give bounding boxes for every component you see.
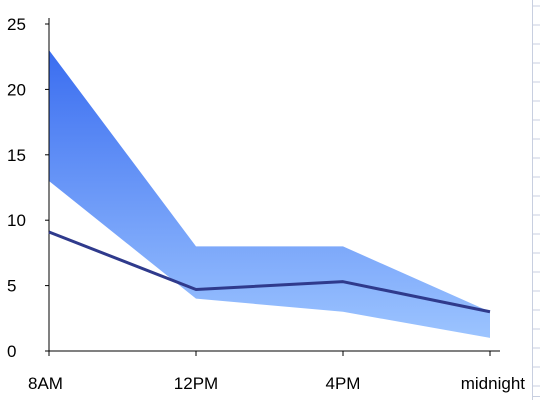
x-tick-label: midnight: [461, 374, 526, 393]
x-tick-label: 4PM: [326, 374, 361, 393]
y-tick-label: 5: [7, 277, 16, 296]
y-tick-label: 15: [7, 146, 26, 165]
y-tick-label: 0: [7, 342, 16, 361]
x-tick-label: 12PM: [174, 374, 218, 393]
x-tick-label: 8AM: [28, 374, 63, 393]
y-tick-label: 25: [7, 15, 26, 34]
y-tick-label: 20: [7, 80, 26, 99]
y-tick-label: 10: [7, 211, 26, 230]
